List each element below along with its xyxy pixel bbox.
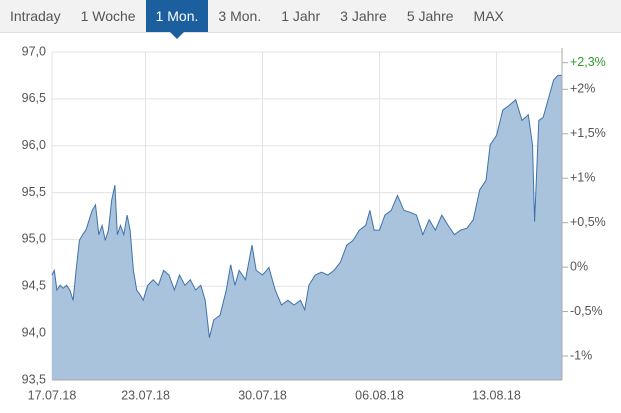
y2-tick-label: +0,5% xyxy=(570,215,606,229)
y-tick-label: 96,5 xyxy=(22,91,46,105)
x-tick-label: 06.08.18 xyxy=(355,388,404,402)
y2-tick-label: +2% xyxy=(570,82,595,96)
range-tab[interactable]: 1 Mon. xyxy=(145,0,209,39)
price-area xyxy=(52,75,562,381)
change-annotation: +2,3% xyxy=(570,55,606,69)
y-tick-label: 93,5 xyxy=(22,372,46,386)
range-tab[interactable]: 3 Mon. xyxy=(218,8,262,24)
y-tick-label: 94,5 xyxy=(22,279,46,293)
y2-tick-label: -0,5% xyxy=(570,304,603,318)
y2-tick-label: +1,5% xyxy=(570,126,606,140)
x-tick-label: 23.07.18 xyxy=(121,388,170,402)
x-tick-label: 30.07.18 xyxy=(238,388,287,402)
range-tab[interactable]: 1 Woche xyxy=(80,8,136,24)
y-tick-label: 96,0 xyxy=(22,138,46,152)
y-tick-label: 94,0 xyxy=(22,325,46,339)
y2-tick-label: -1% xyxy=(570,348,592,362)
range-tab[interactable]: Intraday xyxy=(10,8,61,24)
y-tick-label: 97,0 xyxy=(22,44,46,58)
y2-tick-label: 0% xyxy=(570,259,588,273)
y-tick-label: 95,5 xyxy=(22,185,46,199)
x-tick-label: 13.08.18 xyxy=(472,388,521,402)
price-line xyxy=(51,74,562,338)
y2-tick-label: +1% xyxy=(570,171,595,185)
range-tab[interactable]: 5 Jahre xyxy=(406,8,454,24)
range-tab[interactable]: MAX xyxy=(473,8,504,24)
range-tab[interactable]: 1 Jahr xyxy=(281,8,321,24)
y-tick-label: 95,0 xyxy=(22,232,46,246)
tab-bar: Intraday 1 Woche 1 Mon. 3 Mon. 1 Jahr 3 Jahre… xyxy=(0,0,621,39)
x-tick-label: 17.07.18 xyxy=(28,388,77,402)
range-tab[interactable]: 3 Jahre xyxy=(340,8,387,24)
